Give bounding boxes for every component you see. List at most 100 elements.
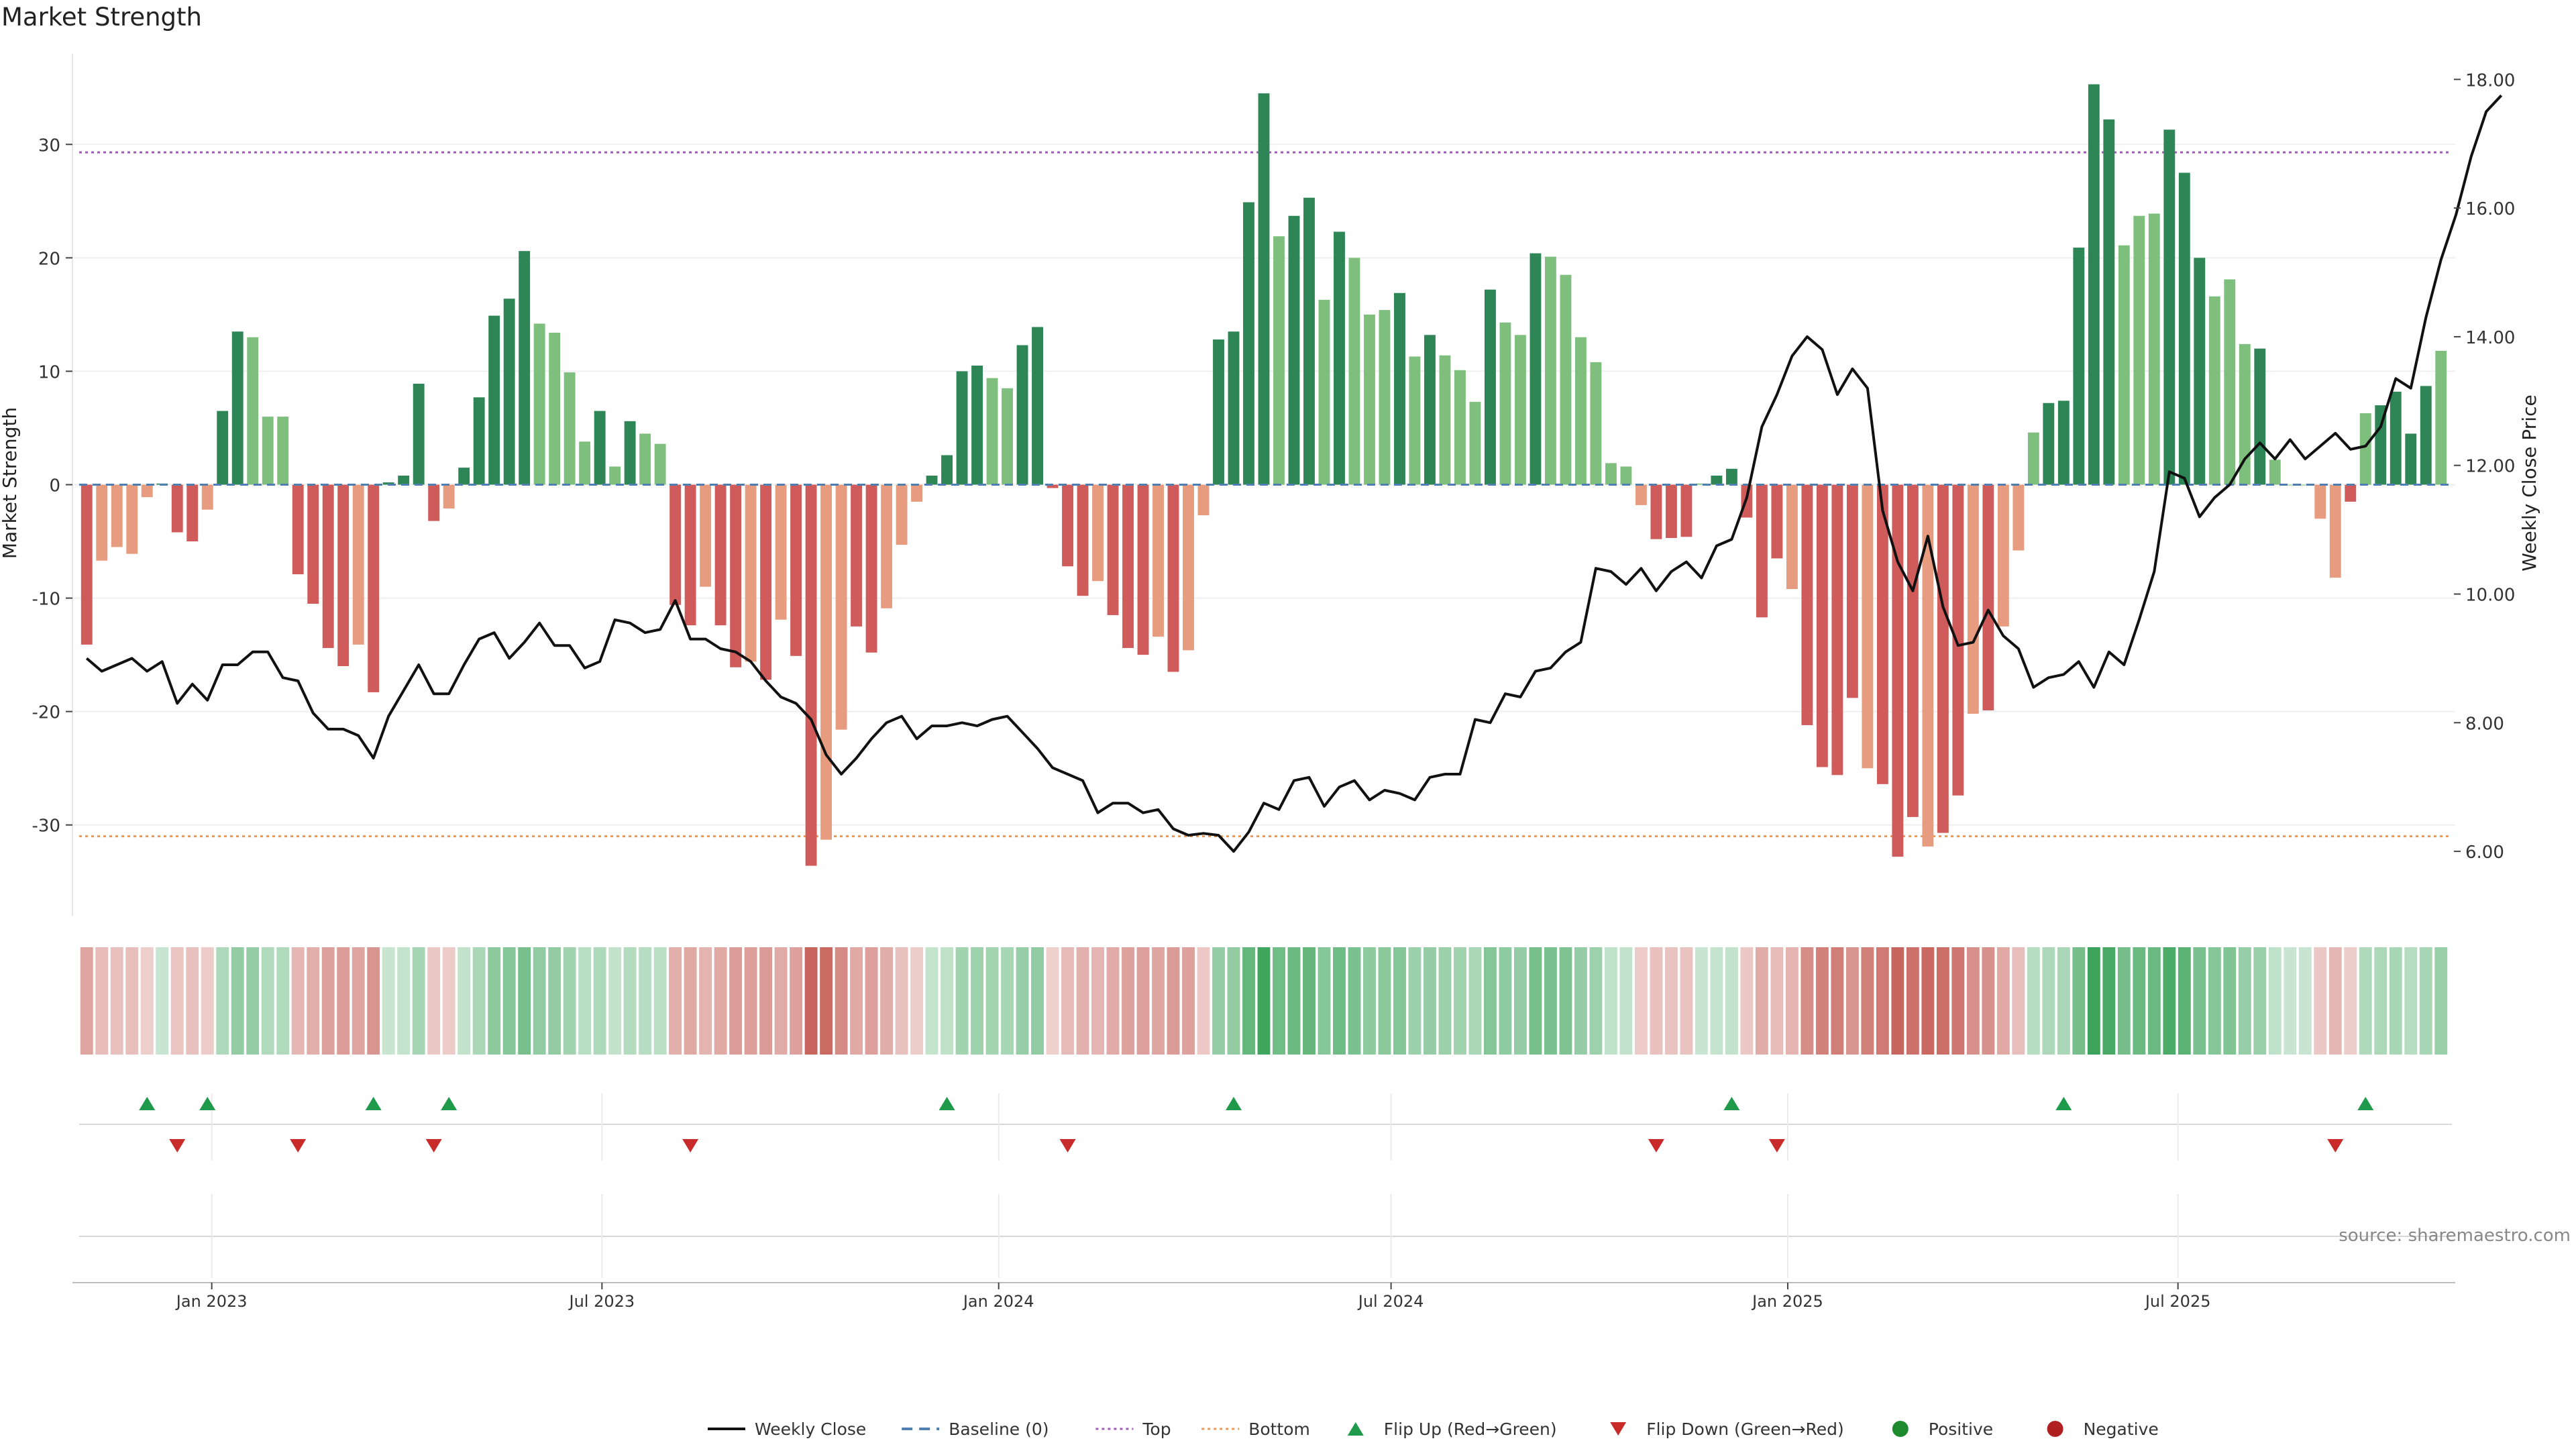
y-right-tick-label: 6.00 [2465,843,2504,863]
heat-cell [1996,947,2010,1055]
y-right-tick-label: 16.00 [2465,199,2515,219]
heat-cell [593,947,606,1055]
legend-item: Baseline (0) [902,1419,1049,1439]
legend-label: Positive [1929,1419,1993,1439]
strength-bar [1711,475,1723,485]
strength-bar [1876,484,1888,784]
strength-bar [1409,356,1421,485]
strength-bar [1756,484,1768,618]
strength-bar [2345,484,2357,502]
heat-cell [1680,947,1693,1055]
heat-cell [865,947,878,1055]
strength-bar [1560,274,1572,485]
legend-item: Flip Up (Red→Green) [1347,1419,1557,1439]
strength-bar [2314,484,2326,519]
strength-bar [277,417,289,485]
strength-bar [2057,400,2070,485]
heat-cell [1212,947,1225,1055]
strength-bar [126,484,138,554]
strength-bar [458,468,470,485]
heat-cell [321,947,335,1055]
heat-cell [2374,947,2387,1055]
legend-label: Flip Down (Green→Red) [1646,1419,1844,1439]
strength-bar [2405,433,2417,485]
strength-bar [2027,432,2039,485]
y-tick-label: 10 [38,362,60,382]
heat-cell [804,947,818,1055]
flip-up-marker [1226,1097,1242,1110]
strength-bar [1831,484,1843,775]
strength-bar [1786,484,1798,590]
heat-cell [971,947,984,1055]
strength-bar [714,484,727,626]
heat-cell [925,947,938,1055]
heat-cell [941,947,954,1055]
strength-bar [1907,484,1919,817]
heat-cell [2419,947,2432,1055]
heat-cell [699,947,712,1055]
strength-bar [1771,484,1783,559]
strength-bar [579,441,591,485]
heat-cell [1966,947,1980,1055]
strength-bar [217,411,229,485]
heat-cell [110,947,123,1055]
heat-cell [1061,947,1074,1055]
heat-cell [880,947,894,1055]
legend-item: Positive [1892,1419,1993,1439]
strength-bar [1454,370,1466,485]
heat-cell [820,947,833,1055]
heat-cell [895,947,908,1055]
x-axis: Jan 2023 Jul 2023 Jan 2024 Jul 2024 Jan 2025… [72,1282,2455,1311]
heat-cell [2404,947,2418,1055]
strength-bar [1002,388,1013,485]
strength-bar [2375,405,2387,485]
heat-cell [1122,947,1134,1055]
strength-bar [881,484,893,608]
x-tick-label: Jan 2025 [1751,1292,1823,1311]
heat-cell [2072,947,2086,1055]
heat-cell [352,947,365,1055]
heat-cell [2117,947,2131,1055]
heat-cell [1499,947,1512,1055]
heat-cell [744,947,757,1055]
strength-heat-strip [80,947,2448,1055]
strength-bar [2284,484,2296,486]
strength-bar [1288,215,1300,485]
heat-cell [2268,947,2282,1055]
strength-bar [549,332,561,485]
strength-bar [564,372,576,485]
heat-cell [1815,947,1829,1055]
strength-bar [1394,292,1405,485]
heat-cell [156,947,169,1055]
heat-cell [2178,947,2191,1055]
strength-bar [413,384,425,485]
heat-cell [1710,947,1723,1055]
strength-bar [1092,484,1104,582]
strength-bar [80,484,93,645]
strength-bar [594,411,606,485]
strength-bar [609,466,621,485]
heat-cell [1755,947,1768,1055]
heat-cell [2284,947,2297,1055]
heat-cell [533,947,546,1055]
flip-up-marker [2357,1097,2374,1110]
strength-bar [730,484,742,667]
strength-bar [971,365,983,485]
x-tick-label: Jul 2023 [568,1292,635,1311]
heat-cell [1438,947,1452,1055]
legend-item: Bottom [1201,1419,1310,1439]
strength-bar [1590,362,1602,485]
heat-cell [1664,947,1678,1055]
flip-down-marker [290,1139,307,1152]
heat-cell [80,947,93,1055]
strength-bar [1318,299,1330,485]
heat-cell [1619,947,1633,1055]
heat-cell [2344,947,2357,1055]
flip-down-marker [1059,1139,1076,1152]
heat-cell [1574,947,1587,1055]
strength-bar [2390,391,2402,485]
heat-cell [2027,947,2040,1055]
heat-cell [1152,947,1165,1055]
chart-title: Market Strength [1,3,202,32]
